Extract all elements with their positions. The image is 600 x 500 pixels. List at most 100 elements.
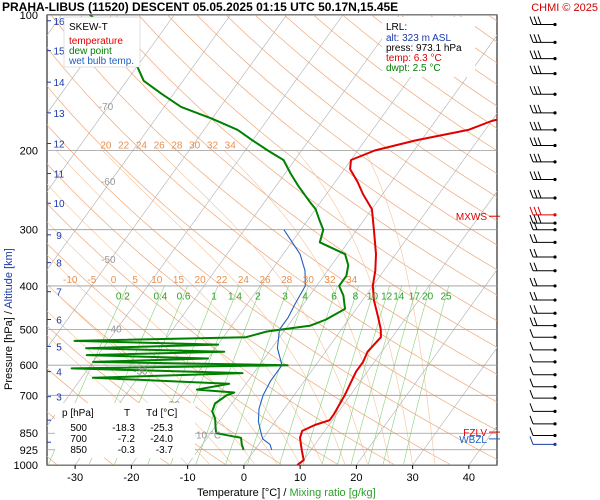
temp-tick: 10 xyxy=(294,472,306,484)
wind-barb xyxy=(529,436,557,447)
barb-feather xyxy=(529,427,534,436)
barb-feather xyxy=(533,214,538,224)
barb-feather xyxy=(529,378,534,387)
barb-feather xyxy=(529,104,534,114)
theta-label: 28 xyxy=(171,140,183,151)
isotherm xyxy=(47,15,231,271)
theta-label: 0 xyxy=(111,275,117,286)
pressure-tick: 1000 xyxy=(14,460,38,472)
mixing-ratio-label: 6 xyxy=(331,291,337,302)
dry-adiabat xyxy=(196,15,497,246)
isotherm xyxy=(47,15,119,114)
mixing-ratio-label: 20 xyxy=(422,291,434,302)
theta-label: 5 xyxy=(132,275,138,286)
table-row-t: -18.3 xyxy=(112,423,135,434)
legend-heading: SKEW-T xyxy=(69,22,108,33)
series-temperature xyxy=(296,118,497,465)
barb-dot xyxy=(553,143,557,148)
barb-dot xyxy=(553,422,557,426)
barb-feather xyxy=(529,403,534,412)
mixing-ratio-label: 17 xyxy=(409,291,421,302)
level-table: p [hPa] T Td [°C] 500 -18.3 -25.3 700 -7… xyxy=(55,403,195,458)
lrl-box: LRL: alt: 323 m ASL press: 973.1 hPa tem… xyxy=(382,17,475,77)
table-row-td: -3.7 xyxy=(156,445,174,456)
barb-feather xyxy=(533,65,538,74)
series-wet-bulb-temp- xyxy=(257,229,306,450)
barb-feather xyxy=(533,305,538,314)
wind-barb xyxy=(529,291,557,302)
barb-dot xyxy=(553,269,557,273)
barb-dot xyxy=(553,213,557,217)
mixing-ratio-label: 4 xyxy=(302,291,308,302)
theta-label: 30 xyxy=(189,140,201,151)
pressure-tick: 300 xyxy=(20,225,38,237)
wind-barb xyxy=(529,248,557,259)
barb-feather xyxy=(537,16,542,25)
lrl-background xyxy=(382,17,475,77)
wind-barb xyxy=(529,403,557,413)
wind-barb xyxy=(529,305,557,315)
barb-feather xyxy=(529,262,534,271)
barb-feather xyxy=(529,86,534,95)
table-header-p: p [hPa] xyxy=(62,408,94,419)
altitude-tick: 15 xyxy=(53,47,65,58)
dry-adiabat xyxy=(50,15,497,375)
wind-barb xyxy=(529,65,557,76)
mixing-ratio-label: 3 xyxy=(282,291,288,302)
mixing-ratio-label: 8 xyxy=(353,291,359,302)
theta-label: 26 xyxy=(259,275,271,286)
barb-feather xyxy=(533,50,538,59)
pressure-tick: 700 xyxy=(20,390,38,402)
dry-adiabat xyxy=(47,47,497,403)
pressure-tick: 500 xyxy=(20,325,38,337)
barb-feather xyxy=(533,189,538,199)
isotherm xyxy=(131,15,456,465)
mixing-ratio-label: 0.2 xyxy=(116,291,130,302)
temp-tick: -30 xyxy=(67,472,83,484)
barb-feather xyxy=(537,137,542,146)
barb-feather xyxy=(529,341,534,351)
barb-feather xyxy=(529,389,534,399)
barb-feather xyxy=(533,121,538,131)
wind-barb xyxy=(529,221,557,232)
altitude-tick: 7 xyxy=(56,288,62,299)
barb-dot xyxy=(553,348,557,352)
wind-barb xyxy=(529,234,557,244)
barb-feather xyxy=(533,291,538,301)
legend: SKEW-T temperature dew point wet bulb te… xyxy=(63,16,141,68)
temp-tick: 20 xyxy=(350,472,362,484)
isotherm xyxy=(47,15,344,427)
lrl-temperature: temp: 6.3 °C xyxy=(386,53,442,64)
barb-feather xyxy=(533,34,538,43)
isotherm xyxy=(187,34,497,465)
barb-dot xyxy=(553,72,557,76)
barb-dot xyxy=(553,196,557,200)
barb-feather xyxy=(537,206,542,215)
barb-feather xyxy=(529,153,534,163)
barb-dot xyxy=(553,40,557,44)
table-row-t: -0.3 xyxy=(118,445,136,456)
wind-barb xyxy=(529,34,557,44)
table-row-p: 500 xyxy=(70,423,87,434)
wind-barb xyxy=(529,262,557,273)
theta-label: 15 xyxy=(173,275,185,286)
barb-feather xyxy=(529,121,534,131)
theta-label: 24 xyxy=(238,275,250,286)
temp-tick: 30 xyxy=(407,472,419,484)
table-row-td: -25.3 xyxy=(150,423,173,434)
barb-feather xyxy=(529,137,534,146)
isotherm xyxy=(47,15,175,193)
altitude-tick: 6 xyxy=(56,316,62,327)
pressure-tick: 100 xyxy=(20,10,38,22)
wind-barb xyxy=(529,86,557,96)
barb-dot xyxy=(553,284,557,288)
temp-tick: -20 xyxy=(123,472,139,484)
barb-feather xyxy=(533,16,538,25)
barb-feather xyxy=(537,121,542,131)
mixing-ratio-label: 2 xyxy=(255,291,261,302)
isotherm xyxy=(0,15,5,465)
altitude-tick: 10 xyxy=(53,199,65,210)
wind-barb xyxy=(529,50,557,61)
theta-label: -5 xyxy=(87,275,96,286)
